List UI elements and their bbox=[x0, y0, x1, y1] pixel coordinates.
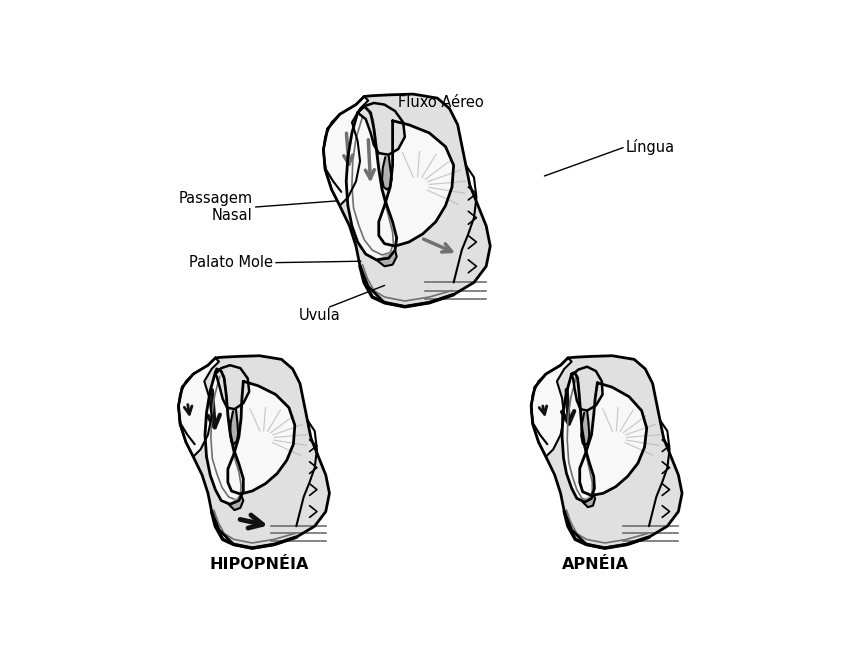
Polygon shape bbox=[562, 373, 595, 502]
Polygon shape bbox=[581, 411, 590, 445]
Polygon shape bbox=[346, 106, 397, 260]
Polygon shape bbox=[228, 381, 295, 494]
Text: Uvula: Uvula bbox=[299, 308, 341, 323]
Polygon shape bbox=[323, 96, 368, 206]
Polygon shape bbox=[205, 369, 244, 504]
Polygon shape bbox=[215, 365, 249, 409]
Text: Passagem
Nasal: Passagem Nasal bbox=[179, 191, 253, 223]
Polygon shape bbox=[580, 383, 647, 495]
Polygon shape bbox=[531, 358, 571, 457]
Text: HIPOPNÉIA: HIPOPNÉIA bbox=[210, 557, 310, 572]
Polygon shape bbox=[179, 356, 329, 548]
Polygon shape bbox=[379, 121, 453, 246]
Polygon shape bbox=[229, 495, 244, 510]
Text: APNÉIA: APNÉIA bbox=[562, 557, 629, 572]
Text: Fluxo Aéreo: Fluxo Aéreo bbox=[398, 95, 484, 110]
Polygon shape bbox=[571, 367, 603, 411]
Polygon shape bbox=[230, 409, 238, 444]
Text: Palato Mole: Palato Mole bbox=[189, 255, 273, 271]
Polygon shape bbox=[531, 356, 682, 548]
Polygon shape bbox=[376, 250, 397, 267]
Polygon shape bbox=[323, 94, 490, 307]
Polygon shape bbox=[583, 493, 595, 507]
Polygon shape bbox=[357, 103, 405, 155]
Text: Língua: Língua bbox=[626, 139, 675, 155]
Polygon shape bbox=[179, 358, 219, 457]
Polygon shape bbox=[382, 155, 392, 189]
